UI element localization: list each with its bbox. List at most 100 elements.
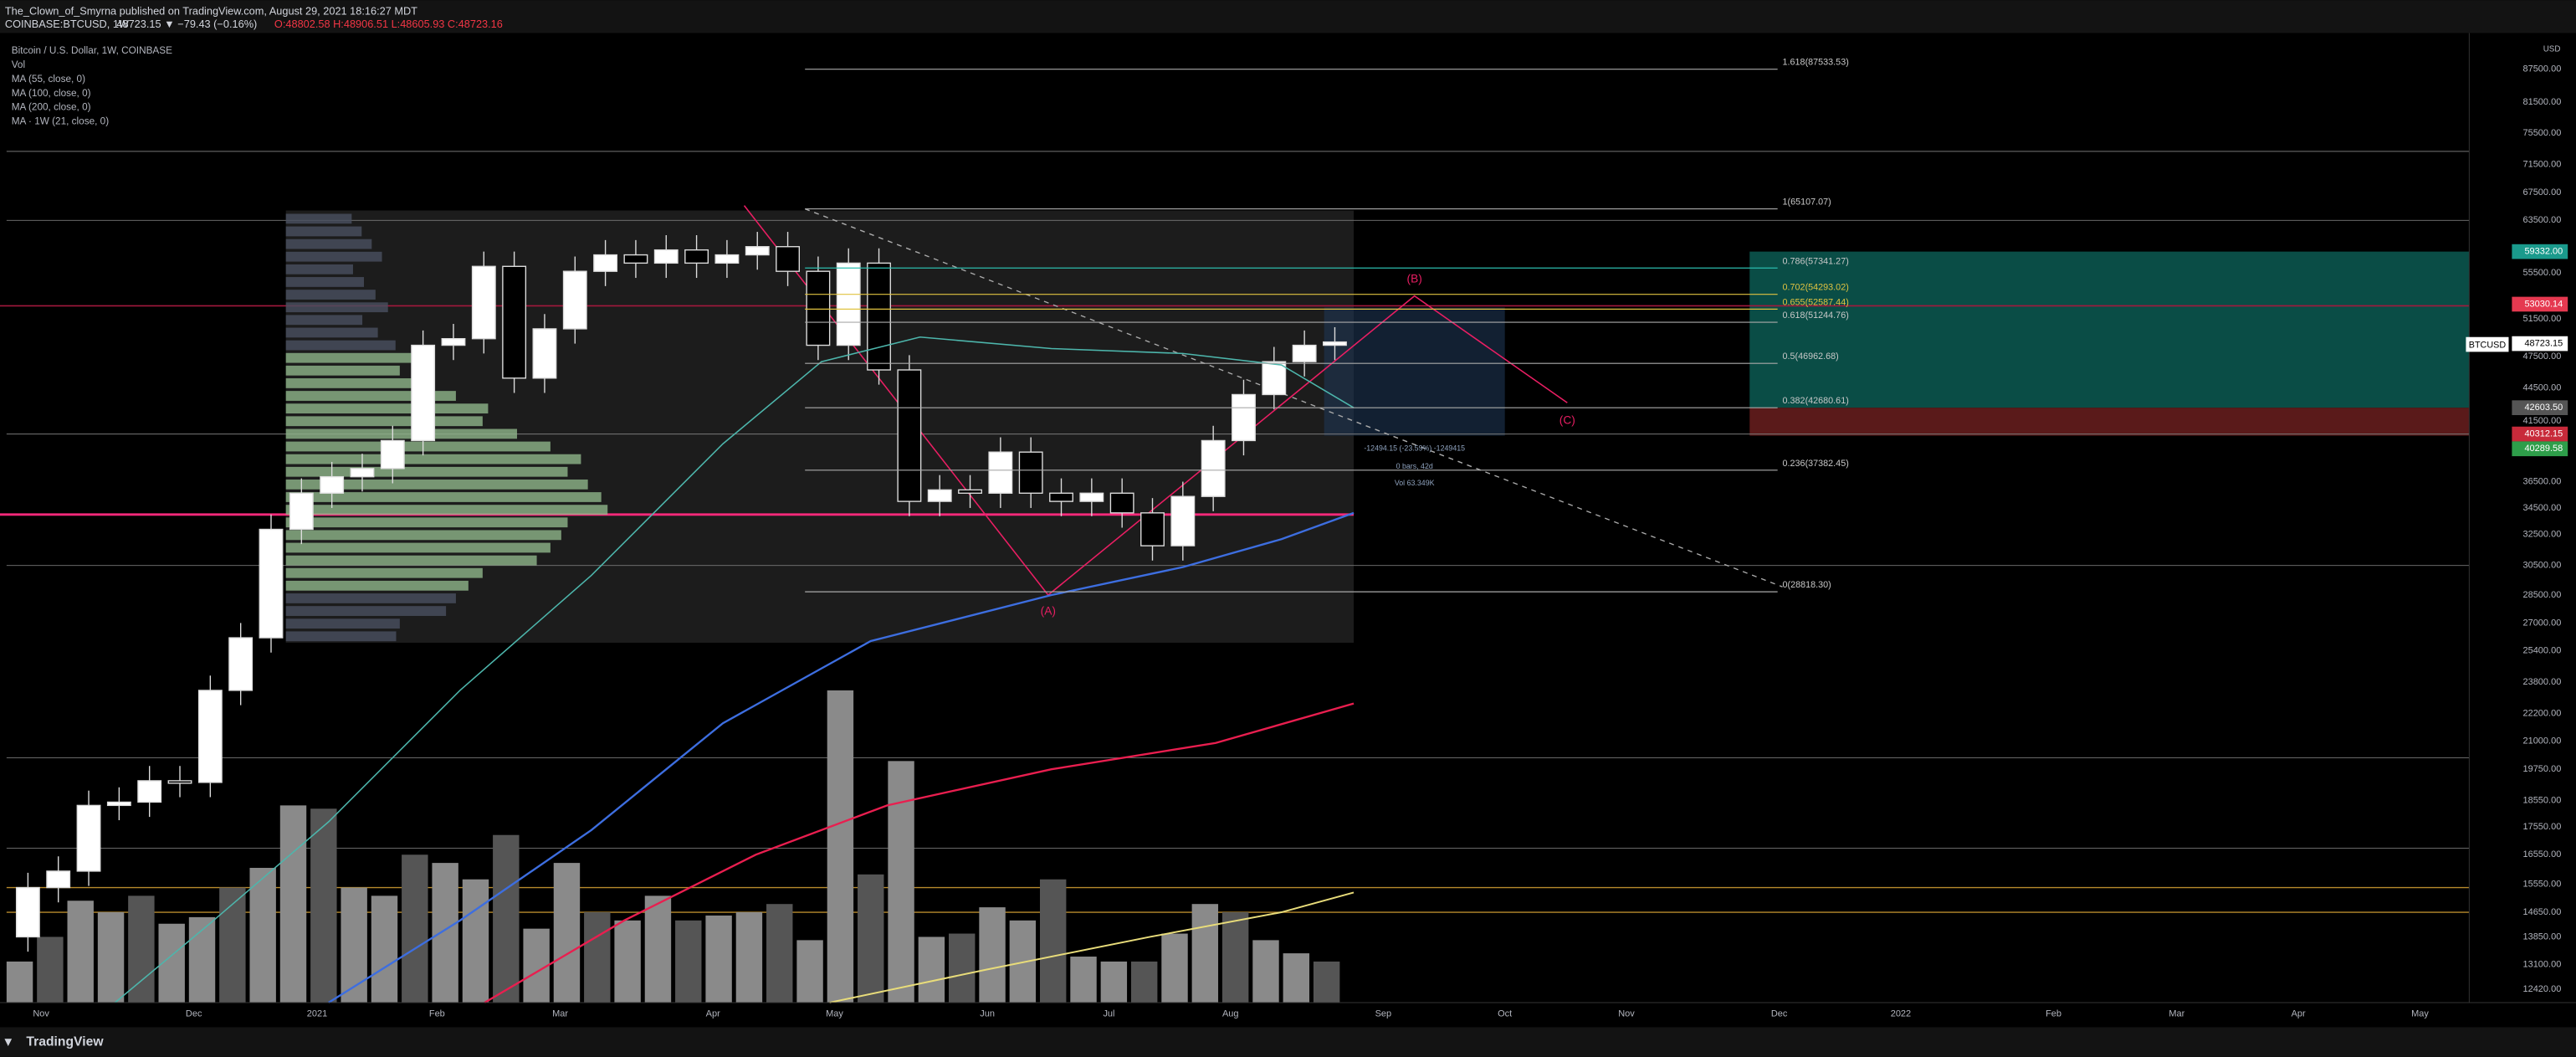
symbol-tag-bg (2466, 336, 2509, 352)
volume-bar (1130, 961, 1158, 1003)
candle-body (745, 246, 770, 256)
profile-bar (285, 403, 489, 414)
legend-item: MA · 1W (21, close, 0) (12, 116, 109, 127)
profile-bar (285, 264, 353, 275)
time-label: 2022 (1891, 1009, 1911, 1019)
last-price: 48723.15 ▼ −79.43 (−0.16%) (116, 18, 257, 30)
price-label: 13850.00 (2522, 931, 2561, 942)
symbol-tag: BTCUSD (2469, 340, 2507, 350)
candle-body (623, 254, 648, 264)
candle-body (502, 265, 527, 379)
profile-bar (285, 631, 397, 642)
candle-body (411, 344, 436, 442)
candle-body (1292, 344, 1317, 362)
price-badge: 59332.00 (2524, 247, 2563, 257)
price-label: 18550.00 (2522, 795, 2561, 805)
fib-label: 0.5(46962.68) (1783, 351, 1839, 362)
price-label: 87500.00 (2522, 64, 2561, 74)
candle-body (1140, 512, 1165, 546)
candle-body (714, 254, 740, 264)
time-label: May (2411, 1009, 2429, 1019)
footer-bar (0, 1027, 2576, 1057)
volume-bar (402, 854, 428, 1003)
time-axis: Nov Dec 2021 Feb Mar Apr May Jun Jul Aug Sep Oct Nov… (33, 1009, 2429, 1019)
profile-bar (285, 290, 376, 300)
footer-brand: TradingView (26, 1034, 104, 1049)
legend-item: MA (100, close, 0) (12, 88, 91, 99)
candle-body (350, 468, 375, 478)
fib-label: 0(28818.30) (1783, 580, 1831, 590)
volume-bar (705, 915, 732, 1003)
profile-bar (285, 277, 365, 287)
volume-bar (1100, 961, 1128, 1003)
header-bar (0, 0, 2576, 33)
volume-bar (371, 895, 398, 1003)
candle-body (806, 270, 831, 346)
candle-body (897, 369, 922, 502)
ma-200 (484, 702, 1355, 1004)
candle-body (653, 249, 679, 264)
profile-bar (285, 454, 581, 464)
price-label: 44500.00 (2522, 383, 2561, 393)
candle-body (380, 439, 405, 469)
time-label: Dec (186, 1009, 202, 1019)
price-label: 63500.00 (2522, 215, 2561, 225)
legend: Bitcoin / U.S. Dollar, 1W, COINBASE Vol MA… (12, 45, 172, 126)
profile-bar (285, 365, 400, 376)
legend-item: MA (55, close, 0) (12, 74, 85, 85)
candle-body (76, 804, 101, 872)
candle-body (259, 528, 284, 639)
price-badge: 42603.50 (2524, 403, 2563, 413)
candle-body (46, 870, 71, 889)
candle-body (958, 489, 982, 494)
profile-bar (285, 391, 456, 401)
time-label: Sep (1375, 1009, 1392, 1019)
price-label: 15550.00 (2522, 880, 2561, 890)
profile-bar (285, 492, 602, 502)
volume-bar (644, 895, 672, 1003)
price-badge-bg (2512, 244, 2568, 259)
time-label: Feb (429, 1009, 445, 1019)
volume-bar (1161, 933, 1188, 1003)
price-label: 67500.00 (2522, 187, 2561, 198)
fib-label: 0.618(51244.76) (1783, 310, 1849, 321)
volume-bar (766, 904, 793, 1003)
volume-bar (1191, 904, 1219, 1003)
candle-body (197, 690, 223, 783)
profile-bar (285, 479, 588, 490)
fib-label: 1(65107.07) (1783, 198, 1831, 208)
volume-bar (279, 805, 307, 1003)
volume-bar (128, 895, 155, 1003)
fib-label: 0.786(57341.27) (1783, 256, 1849, 266)
legend-item: Bitcoin / U.S. Dollar, 1W, COINBASE (12, 45, 172, 56)
fib-label: 0.236(37382.45) (1783, 459, 1849, 469)
fib-label: 1.618(87533.53) (1783, 58, 1849, 68)
price-label: 21000.00 (2522, 736, 2561, 747)
price-label: 34500.00 (2522, 503, 2561, 513)
profile-bar (285, 517, 568, 528)
time-label: Mar (2169, 1009, 2184, 1019)
currency: USD (2543, 45, 2561, 54)
volume-bar (493, 834, 520, 1003)
plot-area (0, 151, 2470, 913)
volume-bar (1070, 957, 1097, 1003)
profile-bar (285, 378, 427, 388)
volume-bar (97, 912, 125, 1003)
volume-bar (888, 761, 914, 1003)
price-badge: 53030.14 (2524, 299, 2563, 309)
profile-bar (285, 580, 469, 591)
fib-label: 0.702(54293.02) (1783, 283, 1849, 293)
time-label: Aug (1222, 1009, 1239, 1019)
time-label: 2021 (307, 1009, 327, 1019)
volume-bar (918, 936, 945, 1003)
candle-body (106, 801, 131, 807)
volume-bar (188, 916, 216, 1003)
profile-bar (285, 466, 568, 477)
candle-body (1109, 492, 1134, 514)
candle-body (167, 780, 192, 784)
price-badge: 40312.15 (2524, 428, 2563, 439)
price-label: 16550.00 (2522, 849, 2561, 859)
volume-bar (858, 874, 884, 1003)
legend-item: MA (200, close, 0) (12, 102, 91, 113)
volume-bar (219, 887, 246, 1003)
